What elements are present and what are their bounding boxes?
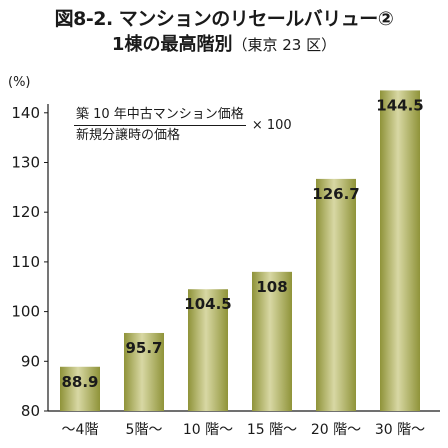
bar [380,90,420,411]
bar [252,271,292,411]
y-tick-label: 110 [11,253,40,271]
bars [60,90,420,411]
chart-title-main: 1棟の最高階別 [111,34,233,55]
formula-annotation: 築 10 年中古マンション価格 新規分譲時の価格 × 100 [74,107,344,145]
bar-value-label: 144.5 [376,96,423,114]
y-tick-label: 90 [21,352,40,370]
y-tick-label: 100 [11,303,40,321]
x-tick-label: ～4階 [62,422,99,438]
y-axis-unit: (%) [8,75,31,90]
labels: 88.9 ～4階 95.7 5階～ 104.5 10 階～ 108 15 階～ 126.7 20 … [61,96,425,438]
axes: (%) 80 90 100 110 120 130 140 [8,75,440,420]
bar-value-label: 104.5 [184,295,231,313]
formula-numerator: 築 10 年中古マンション価格 [74,107,246,127]
bar-value-label: 126.7 [312,185,359,203]
y-tick-label: 120 [11,203,40,221]
bar [60,366,100,411]
bar-value-label: 108 [256,278,287,296]
bar [124,332,164,411]
chart-title-line2: 1棟の最高階別（東京 23 区） [0,30,448,56]
formula-multiplier: × 100 [251,117,292,133]
x-tick-label: 20 階～ [311,422,361,438]
y-tick-label: 130 [11,153,40,171]
formula-denominator: 新規分譲時の価格 [76,128,181,144]
y-tick-label: 140 [11,104,40,122]
y-tick-label: 80 [21,402,40,420]
x-tick-label: 5階～ [126,422,163,438]
chart-title-line1: 図8-2. マンションのリセールバリュー② [54,8,394,30]
x-tick-label: 15 階～ [247,422,297,438]
bar [188,289,228,411]
chart-title-note: （東京 23 区） [232,36,337,54]
x-tick-label: 30 階～ [375,422,425,438]
x-tick-label: 10 階～ [183,422,233,438]
bar-value-label: 88.9 [61,373,98,391]
bar-value-label: 95.7 [125,339,162,357]
bar [316,178,356,411]
formula-fraction: 築 10 年中古マンション価格 新規分譲時の価格 [74,107,246,145]
